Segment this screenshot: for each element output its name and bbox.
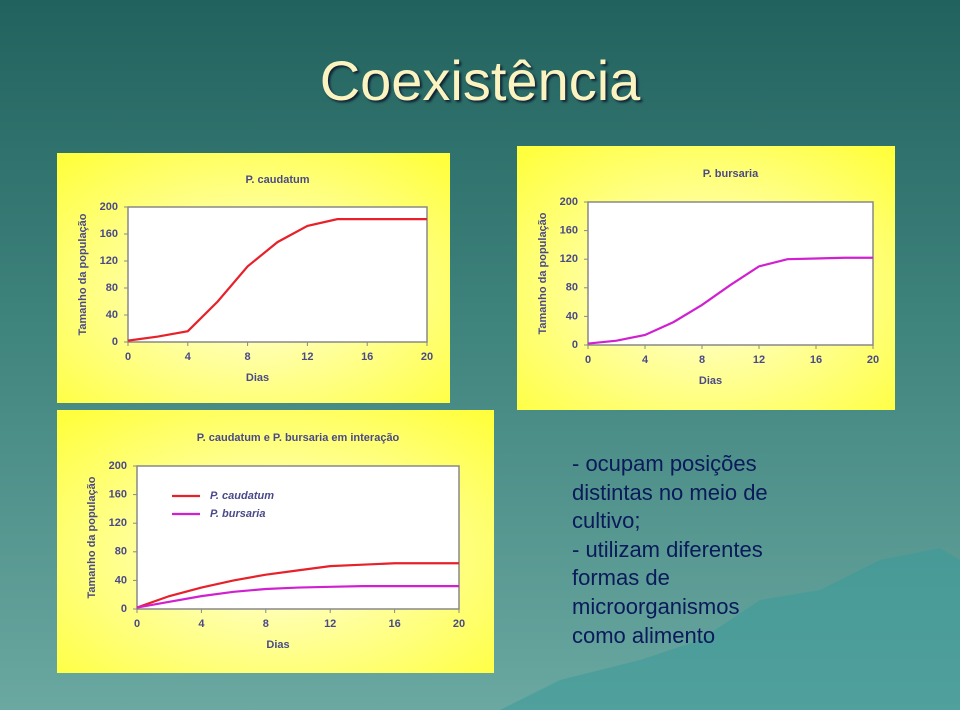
x-tick-label: 4 (198, 618, 205, 630)
y-tick-label: 40 (106, 309, 118, 321)
y-tick-label: 160 (560, 225, 578, 237)
data-line (136, 562, 459, 609)
chart-title: P. caudatum e P. bursaria em interação (197, 432, 400, 444)
y-tick-label: 0 (572, 339, 578, 351)
x-tick-label: 12 (324, 618, 336, 630)
y-tick-label: 200 (109, 460, 127, 472)
plot-area (587, 201, 874, 346)
x-tick-label: 12 (753, 354, 765, 366)
data-line (136, 585, 459, 609)
y-tick-label: 120 (109, 517, 127, 529)
x-tick-label: 12 (301, 351, 313, 363)
y-tick-label: 0 (121, 603, 127, 615)
x-tick-label: 20 (453, 618, 465, 630)
x-tick-label: 8 (263, 618, 269, 630)
text-line: - ocupam posições (572, 451, 757, 476)
x-tick-label: 16 (810, 354, 822, 366)
x-tick-label: 4 (185, 351, 192, 363)
plot-area (127, 206, 428, 343)
x-tick-label: 20 (421, 351, 433, 363)
text-line: cultivo; (572, 508, 641, 534)
y-tick-label: 160 (100, 228, 118, 240)
y-tick-label: 40 (115, 574, 127, 586)
x-axis-label: Dias (699, 375, 722, 387)
x-tick-label: 8 (699, 354, 705, 366)
chart-title: P. caudatum (246, 174, 310, 186)
y-tick-label: 120 (560, 253, 578, 265)
data-line (587, 256, 873, 345)
x-tick-label: 0 (125, 351, 131, 363)
y-tick-label: 160 (109, 489, 127, 501)
x-tick-label: 0 (585, 354, 591, 366)
x-tick-label: 16 (361, 351, 373, 363)
y-tick-label: 40 (566, 310, 578, 322)
text-line: formas de (572, 565, 670, 591)
y-tick-label: 80 (566, 282, 578, 294)
x-tick-label: 16 (388, 618, 400, 630)
legend-label: P. bursaria (210, 508, 265, 520)
text-line: como alimento (572, 622, 716, 648)
x-axis-label: Dias (266, 639, 289, 651)
slide-title: Coexistência (319, 49, 641, 112)
x-axis-label: Dias (246, 372, 269, 384)
legend-label: P. caudatum (210, 490, 274, 502)
bullet-text: - ocupam posições distintas no meio de cul… (572, 450, 768, 650)
mountains (500, 548, 960, 710)
text-line: - utilizam diferentes (572, 536, 763, 562)
y-tick-label: 120 (100, 255, 118, 267)
data-line (127, 218, 427, 342)
text-line: distintas no meio de (572, 479, 768, 505)
y-axis-label: Tamanho da população (77, 213, 89, 335)
x-tick-label: 8 (245, 351, 251, 363)
y-tick-label: 80 (106, 282, 118, 294)
y-tick-label: 200 (100, 201, 118, 213)
y-tick-label: 80 (115, 546, 127, 558)
x-tick-label: 20 (867, 354, 879, 366)
y-tick-label: 0 (112, 336, 118, 348)
chart-title: P. bursaria (703, 168, 759, 180)
x-tick-label: 4 (642, 354, 649, 366)
y-axis-label: Tamanho da população (86, 476, 98, 598)
y-axis-label: Tamanho da população (537, 212, 549, 334)
text-line: microorganismos (572, 593, 740, 619)
x-tick-label: 0 (134, 618, 140, 630)
y-tick-label: 200 (560, 196, 578, 208)
